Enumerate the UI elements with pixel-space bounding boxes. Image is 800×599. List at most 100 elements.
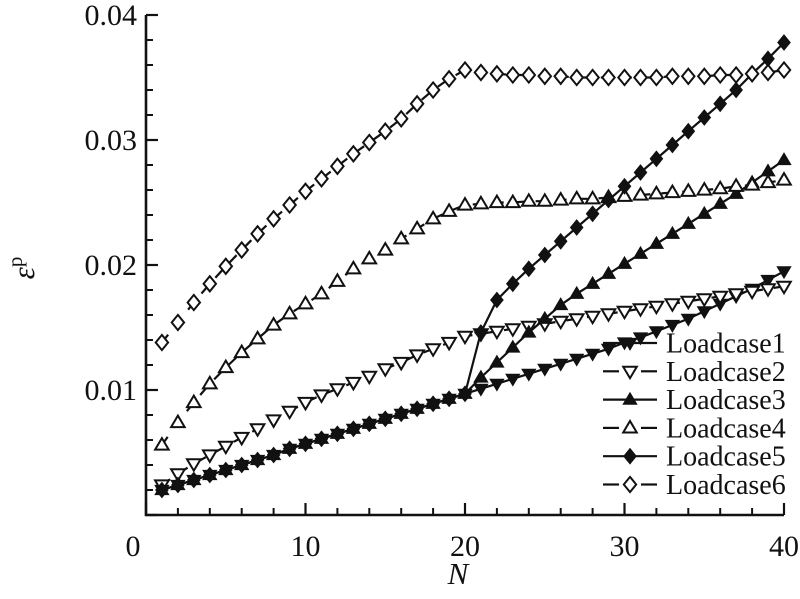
marker-triangle-up-filled (473, 369, 489, 383)
marker-triangle-down-open (344, 376, 362, 392)
marker-triangle-down-open (631, 303, 650, 318)
series-line (161, 41, 785, 492)
marker-triangle-up-open (552, 191, 570, 206)
marker-diamond-filled (713, 95, 728, 113)
legend-label: Loadcase3 (666, 385, 786, 416)
marker-triangle-up-open (743, 176, 761, 191)
marker-diamond-filled (202, 466, 217, 484)
marker-diamond-open (361, 133, 377, 152)
legend-marker-triangle-down (622, 337, 638, 351)
marker-triangle-down-filled (648, 326, 665, 340)
legend-item-loadcase4: Loadcase4 (603, 413, 786, 444)
marker-diamond-filled (569, 219, 584, 236)
marker-triangle-down-open (615, 305, 634, 321)
marker-triangle-down-open (265, 414, 283, 429)
marker-triangle-down-open (440, 336, 458, 352)
marker-triangle-down-open (392, 356, 410, 372)
marker-triangle-up-filled (553, 297, 569, 311)
marker-triangle-down-filled (537, 363, 553, 377)
legend-item-loadcase3: Loadcase3 (603, 385, 786, 416)
marker-diamond-open (345, 144, 361, 163)
legend-marker-diamond (622, 475, 638, 494)
y-axis-title-superscript: p (3, 257, 27, 268)
marker-triangle-down-open (568, 313, 586, 328)
marker-triangle-up-open (328, 272, 346, 287)
marker-diamond-open (473, 63, 489, 82)
marker-diamond-filled (410, 400, 424, 418)
marker-triangle-up-open (201, 374, 219, 390)
marker-triangle-up-open (249, 329, 267, 345)
marker-diamond-filled (585, 205, 600, 223)
marker-triangle-down-open (727, 288, 745, 303)
marker-diamond-filled (617, 177, 632, 195)
marker-triangle-down-filled (505, 373, 521, 387)
marker-diamond-open (393, 109, 409, 128)
series-line (161, 178, 785, 446)
marker-triangle-up-filled (728, 185, 744, 199)
marker-diamond-open (202, 274, 218, 293)
marker-triangle-up-filled (600, 265, 617, 279)
marker-diamond-open (744, 64, 760, 83)
marker-triangle-up-open (759, 173, 777, 189)
marker-diamond-open (329, 157, 345, 176)
marker-triangle-down-open (312, 389, 331, 404)
marker-triangle-up-filled (632, 245, 649, 259)
marker-triangle-down-open (408, 349, 426, 364)
marker-triangle-down-open (775, 280, 793, 296)
marker-diamond-open (489, 64, 505, 83)
marker-triangle-up-filled (664, 225, 681, 239)
marker-diamond-open (617, 68, 632, 87)
marker-diamond-open (696, 67, 712, 86)
legend-marker-triangle-up (621, 419, 639, 434)
marker-diamond-open (441, 69, 457, 88)
y-tick-label: 0.04 (85, 0, 138, 32)
marker-triangle-up-open (631, 186, 650, 201)
marker-diamond-filled (521, 260, 536, 278)
marker-triangle-up-filled (616, 255, 633, 269)
marker-diamond-open (170, 313, 186, 332)
marker-triangle-up-open (217, 358, 235, 374)
marker-triangle-up-open (727, 177, 745, 192)
marker-diamond-open (553, 67, 569, 86)
series-loadcase4 (153, 171, 793, 451)
marker-triangle-up-open (360, 249, 378, 265)
marker-diamond-open (664, 67, 680, 86)
legend-marker-diamond (623, 447, 637, 465)
marker-triangle-down-open (584, 310, 602, 326)
marker-diamond-open (266, 209, 282, 228)
marker-diamond-open (218, 257, 234, 276)
marker-triangle-up-open (711, 179, 729, 195)
marker-diamond-filled (426, 395, 440, 413)
marker-diamond-filled (490, 291, 504, 309)
marker-triangle-up-filled (569, 285, 585, 299)
marker-triangle-down-open (663, 298, 681, 313)
marker-diamond-open (680, 67, 696, 86)
legend-item-loadcase5: Loadcase5 (603, 442, 786, 473)
marker-diamond-open (648, 68, 664, 87)
marker-triangle-down-open (695, 293, 713, 308)
marker-triangle-down-open (201, 449, 219, 464)
marker-diamond-open (712, 65, 728, 85)
series-loadcase6 (154, 60, 792, 352)
marker-triangle-up-open (584, 189, 602, 205)
marker-triangle-up-filled (776, 152, 792, 166)
marker-diamond-open (234, 240, 250, 260)
marker-triangle-down-open (360, 370, 378, 386)
marker-triangle-up-open (615, 187, 634, 202)
marker-diamond-filled (777, 34, 791, 51)
legend-label: Loadcase1 (666, 329, 786, 360)
marker-diamond-open (776, 60, 792, 80)
marker-triangle-up-filled (521, 324, 537, 338)
marker-triangle-down-filled (473, 383, 489, 397)
x-axis-title: N (447, 556, 471, 591)
legend-item-loadcase6: Loadcase6 (603, 470, 786, 501)
marker-triangle-up-open (568, 189, 586, 205)
marker-diamond-filled (697, 109, 712, 126)
marker-triangle-up-open (344, 259, 362, 275)
marker-diamond-filled (218, 461, 233, 479)
marker-triangle-up-open (456, 196, 474, 211)
marker-triangle-down-filled (664, 319, 681, 333)
marker-triangle-up-open (312, 284, 331, 300)
marker-triangle-up-open (424, 209, 442, 225)
